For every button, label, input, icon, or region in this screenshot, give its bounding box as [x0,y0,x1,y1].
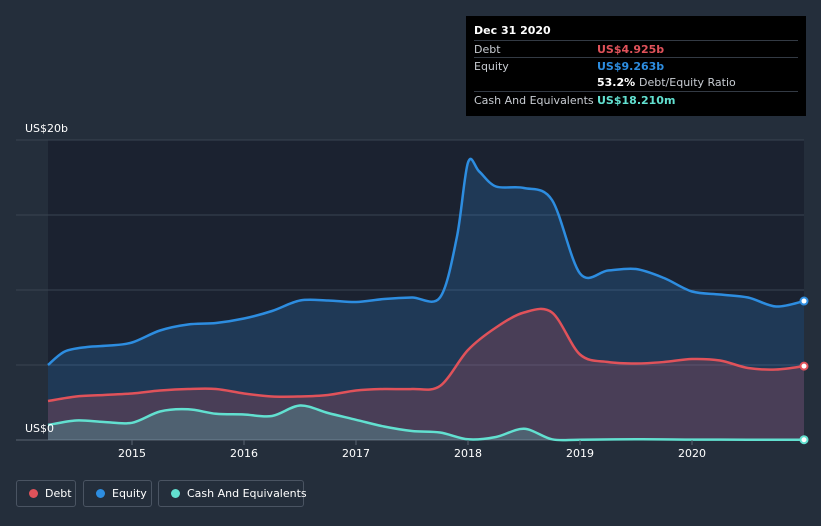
debt-area [48,308,804,440]
tooltip-date: Dec 31 2020 [474,24,551,37]
x-tick-label: 2017 [342,447,370,460]
debt-endpoint-marker [799,361,809,371]
x-tick-label: 2016 [230,447,258,460]
equity-line [47,157,805,366]
tooltip-cash-label: Cash And Equivalents [474,94,594,107]
legend-item-debt[interactable]: Debt [16,480,76,507]
tooltip-equity-label: Equity [474,60,509,73]
legend-equity-label: Equity [112,487,147,500]
y-axis-max-label: US$20b [25,122,69,135]
debt-line [47,307,805,403]
equity-endpoint-marker [799,296,809,306]
tooltip-cash-value: US$18.210m [597,94,676,107]
cash-legend-dot-icon [171,489,180,498]
equity-area [48,158,804,440]
x-tick-label: 2015 [118,447,146,460]
tooltip-equity-value: US$9.263b [597,60,665,73]
tooltip-ratio-label: Debt/Equity Ratio [639,76,736,89]
y-axis-min-label: US$0 [25,422,55,435]
x-tick-label: 2018 [454,447,482,460]
tooltip-debt-value: US$4.925b [597,43,665,56]
tooltip-row-debt: Debt US$4.925b [474,40,798,58]
legend-cash-label: Cash And Equivalents [187,487,307,500]
tooltip-ratio: 53.2% Debt/Equity Ratio [597,76,736,89]
cash-line [47,404,804,442]
tooltip-debt-label: Debt [474,43,501,56]
legend-item-equity[interactable]: Equity [83,480,152,507]
x-tick-label: 2020 [678,447,706,460]
tooltip-row-cash: Cash And Equivalents US$18.210m [474,91,798,109]
legend-item-cash[interactable]: Cash And Equivalents [158,480,307,507]
equity-legend-dot-icon [96,489,105,498]
tooltip-row-equity: Equity US$9.263b [474,57,798,75]
cash-area [48,405,804,441]
tooltip-ratio-value: 53.2% [597,76,636,89]
tooltip-row-ratio: 53.2% Debt/Equity Ratio [474,74,798,91]
cash-endpoint-marker [799,435,809,445]
debt-legend-dot-icon [29,489,38,498]
legend-debt-label: Debt [45,487,72,500]
x-tick-label: 2019 [566,447,594,460]
tooltip: Dec 31 2020 Debt US$4.925b Equity US$9.2… [466,16,806,116]
